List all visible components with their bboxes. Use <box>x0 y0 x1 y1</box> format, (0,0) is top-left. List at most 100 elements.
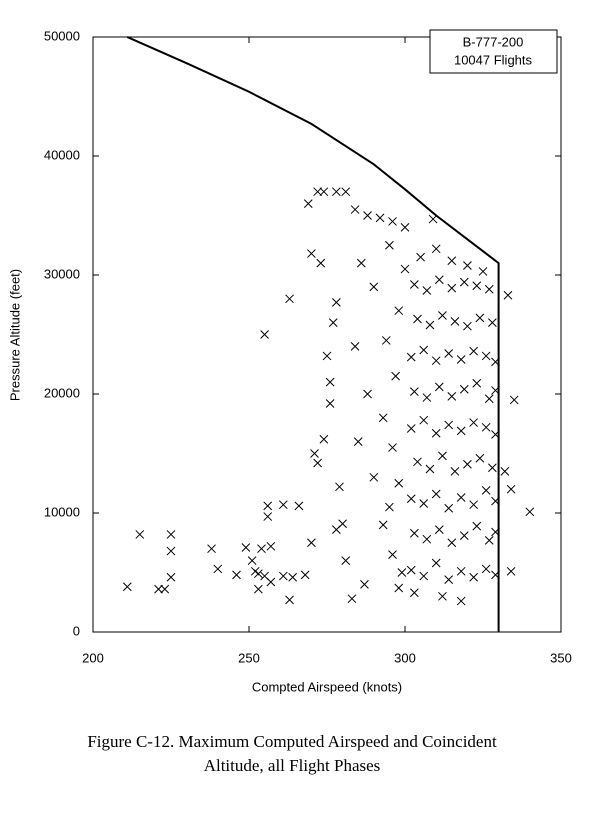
point <box>456 355 466 364</box>
point <box>484 394 494 404</box>
x-axis-label: Compted Airspeed (knots) <box>252 679 402 694</box>
point <box>431 558 441 568</box>
point <box>341 187 351 197</box>
point <box>419 415 429 425</box>
point <box>332 298 341 307</box>
point <box>166 530 176 539</box>
point <box>207 544 216 554</box>
plot-frame <box>92 36 562 633</box>
point <box>459 384 469 394</box>
annotation: B-777-200 <box>463 34 524 49</box>
point <box>341 556 351 565</box>
point <box>422 534 432 544</box>
point <box>328 318 338 327</box>
point <box>303 199 313 208</box>
point <box>431 489 441 499</box>
point <box>406 352 416 362</box>
x-tick-label: 300 <box>394 650 416 665</box>
point <box>444 349 454 358</box>
point <box>425 464 435 474</box>
point <box>313 458 322 468</box>
point <box>434 525 444 535</box>
point <box>422 286 432 295</box>
point <box>431 428 441 438</box>
point <box>472 281 482 291</box>
point <box>438 591 447 601</box>
point <box>472 378 482 388</box>
point <box>319 187 329 197</box>
point <box>413 457 422 467</box>
point <box>469 346 478 356</box>
point <box>419 499 429 508</box>
point <box>285 595 294 605</box>
point <box>378 413 388 423</box>
point <box>431 356 441 366</box>
point <box>481 351 491 361</box>
point <box>385 502 394 512</box>
point <box>456 566 466 576</box>
point <box>135 530 145 539</box>
point <box>388 443 397 452</box>
point <box>316 258 326 268</box>
point <box>241 543 251 552</box>
point <box>319 434 329 444</box>
point <box>254 569 263 579</box>
point <box>506 484 516 494</box>
point <box>397 568 407 577</box>
point <box>481 486 491 495</box>
point <box>313 187 322 197</box>
y-tick-label: 50000 <box>44 28 80 43</box>
point <box>459 531 469 540</box>
y-tick-label: 0 <box>73 623 80 638</box>
annotation-box <box>429 29 558 74</box>
point <box>410 280 419 289</box>
point <box>388 550 397 560</box>
point <box>431 244 441 254</box>
point <box>288 572 298 582</box>
point <box>456 493 466 502</box>
point <box>394 583 404 593</box>
point <box>447 392 457 401</box>
point <box>350 342 360 351</box>
point <box>447 538 457 548</box>
point <box>122 582 132 592</box>
annotation: 10047 Flights <box>454 52 533 67</box>
point <box>469 500 478 510</box>
x-tick-label: 350 <box>550 650 572 665</box>
point <box>394 478 404 488</box>
envelope-line <box>126 36 500 632</box>
point <box>463 261 472 270</box>
point <box>481 564 491 574</box>
point <box>456 426 466 436</box>
caption: Figure C-12. Maximum Computed Airspeed a… <box>87 732 497 751</box>
point <box>363 389 372 399</box>
point <box>369 282 379 292</box>
point <box>484 284 494 294</box>
point <box>285 294 294 304</box>
point <box>213 564 223 574</box>
point <box>356 258 366 268</box>
y-tick-label: 40000 <box>44 147 80 162</box>
x-tick-label: 200 <box>82 650 104 665</box>
point <box>278 500 288 510</box>
point <box>247 556 257 565</box>
point <box>400 264 410 274</box>
point <box>278 571 288 581</box>
y-tick-label: 30000 <box>44 266 80 281</box>
y-axis-label: Pressure Altitude (feet) <box>7 269 22 401</box>
point <box>478 267 488 276</box>
caption: Altitude, all Flight Phases <box>204 756 381 775</box>
point <box>419 345 429 355</box>
point <box>463 459 472 469</box>
point <box>410 387 419 396</box>
point <box>410 588 419 598</box>
point <box>385 240 394 250</box>
point <box>353 437 363 446</box>
point <box>322 351 332 361</box>
point <box>422 393 432 402</box>
point <box>488 318 497 327</box>
point <box>154 584 163 594</box>
point <box>447 283 457 293</box>
point <box>419 571 429 581</box>
